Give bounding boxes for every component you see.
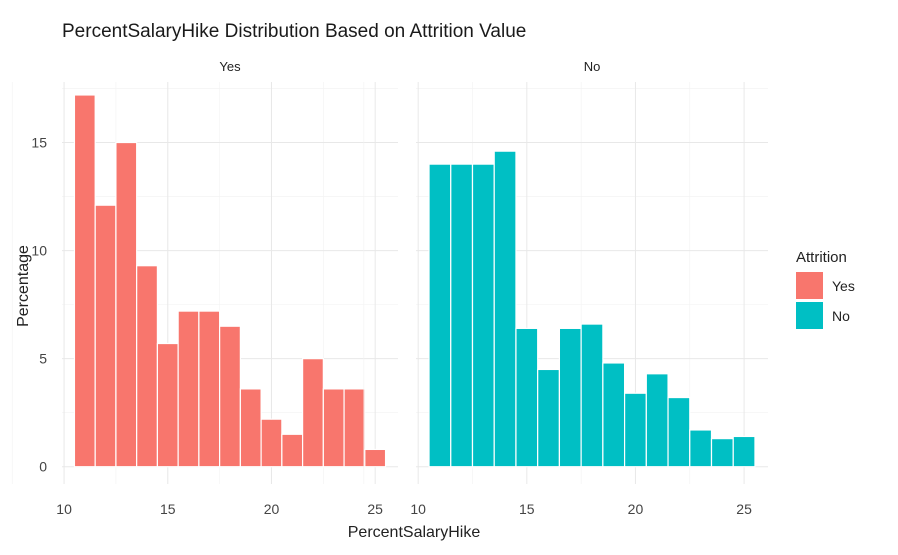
bar-yes-17 [198,310,221,468]
bar-no-16 [537,368,561,468]
chart-title: PercentSalaryHike Distribution Based on … [62,21,526,42]
legend-swatch-yes [796,272,823,299]
bar-yes-20 [260,418,283,468]
facet-label-no: No [584,59,601,74]
y-tick-label: 0 [39,459,47,475]
bar-yes-23 [322,388,345,468]
panels-group: Yes 10 15 20 25 0 5 10 15 No 10 15 20 25 [11,59,768,517]
x-tick-label: 10 [56,501,72,517]
bar-yes-24 [343,388,366,468]
x-tick-label: 25 [736,501,752,517]
bar-no-19 [602,362,626,468]
legend-label-yes: Yes [832,278,855,294]
panel-no: No 10 15 20 25 [363,59,768,517]
bar-no-12 [450,163,474,468]
x-tick-label: 15 [519,501,535,517]
bar-yes-22 [301,358,324,468]
bar-no-15 [515,327,539,468]
bar-yes-25 [364,448,387,468]
legend: Attrition Yes No [796,249,855,329]
bar-yes-18 [219,325,241,468]
x-tick-label: 10 [410,501,426,517]
legend-swatch-no [796,302,823,329]
bar-no-11 [428,163,452,468]
bar-yes-11 [73,94,96,468]
bar-yes-13 [115,141,138,468]
legend-title: Attrition [796,249,847,266]
bar-no-24 [710,438,734,468]
panel-yes: Yes 10 15 20 25 0 5 10 15 [11,59,398,517]
bar-yes-16 [177,310,200,468]
y-tick-label: 10 [31,243,47,259]
bar-no-17 [558,327,582,468]
bar-no-21 [645,373,669,468]
bar-no-14 [493,150,517,468]
x-axis-label: PercentSalaryHike [348,524,481,541]
bar-no-13 [471,163,495,468]
y-axis-label: Percentage [15,245,32,327]
x-tick-label: 25 [367,501,383,517]
legend-label-no: No [832,308,850,324]
x-tick-label: 20 [628,501,644,517]
facet-label-yes: Yes [219,59,241,74]
x-tick-label: 20 [264,501,280,517]
bar-yes-15 [156,342,179,468]
bar-yes-19 [239,388,262,468]
bar-yes-21 [281,433,304,468]
bar-yes-12 [94,204,117,468]
bar-no-18 [580,323,604,468]
bar-no-20 [623,392,647,468]
x-tick-label: 15 [160,501,176,517]
bar-no-22 [667,396,691,468]
y-tick-label: 5 [39,351,47,367]
bar-no-23 [689,429,713,468]
bar-no-25 [732,435,756,468]
bar-yes-14 [136,265,159,468]
y-tick-label: 15 [31,135,47,151]
